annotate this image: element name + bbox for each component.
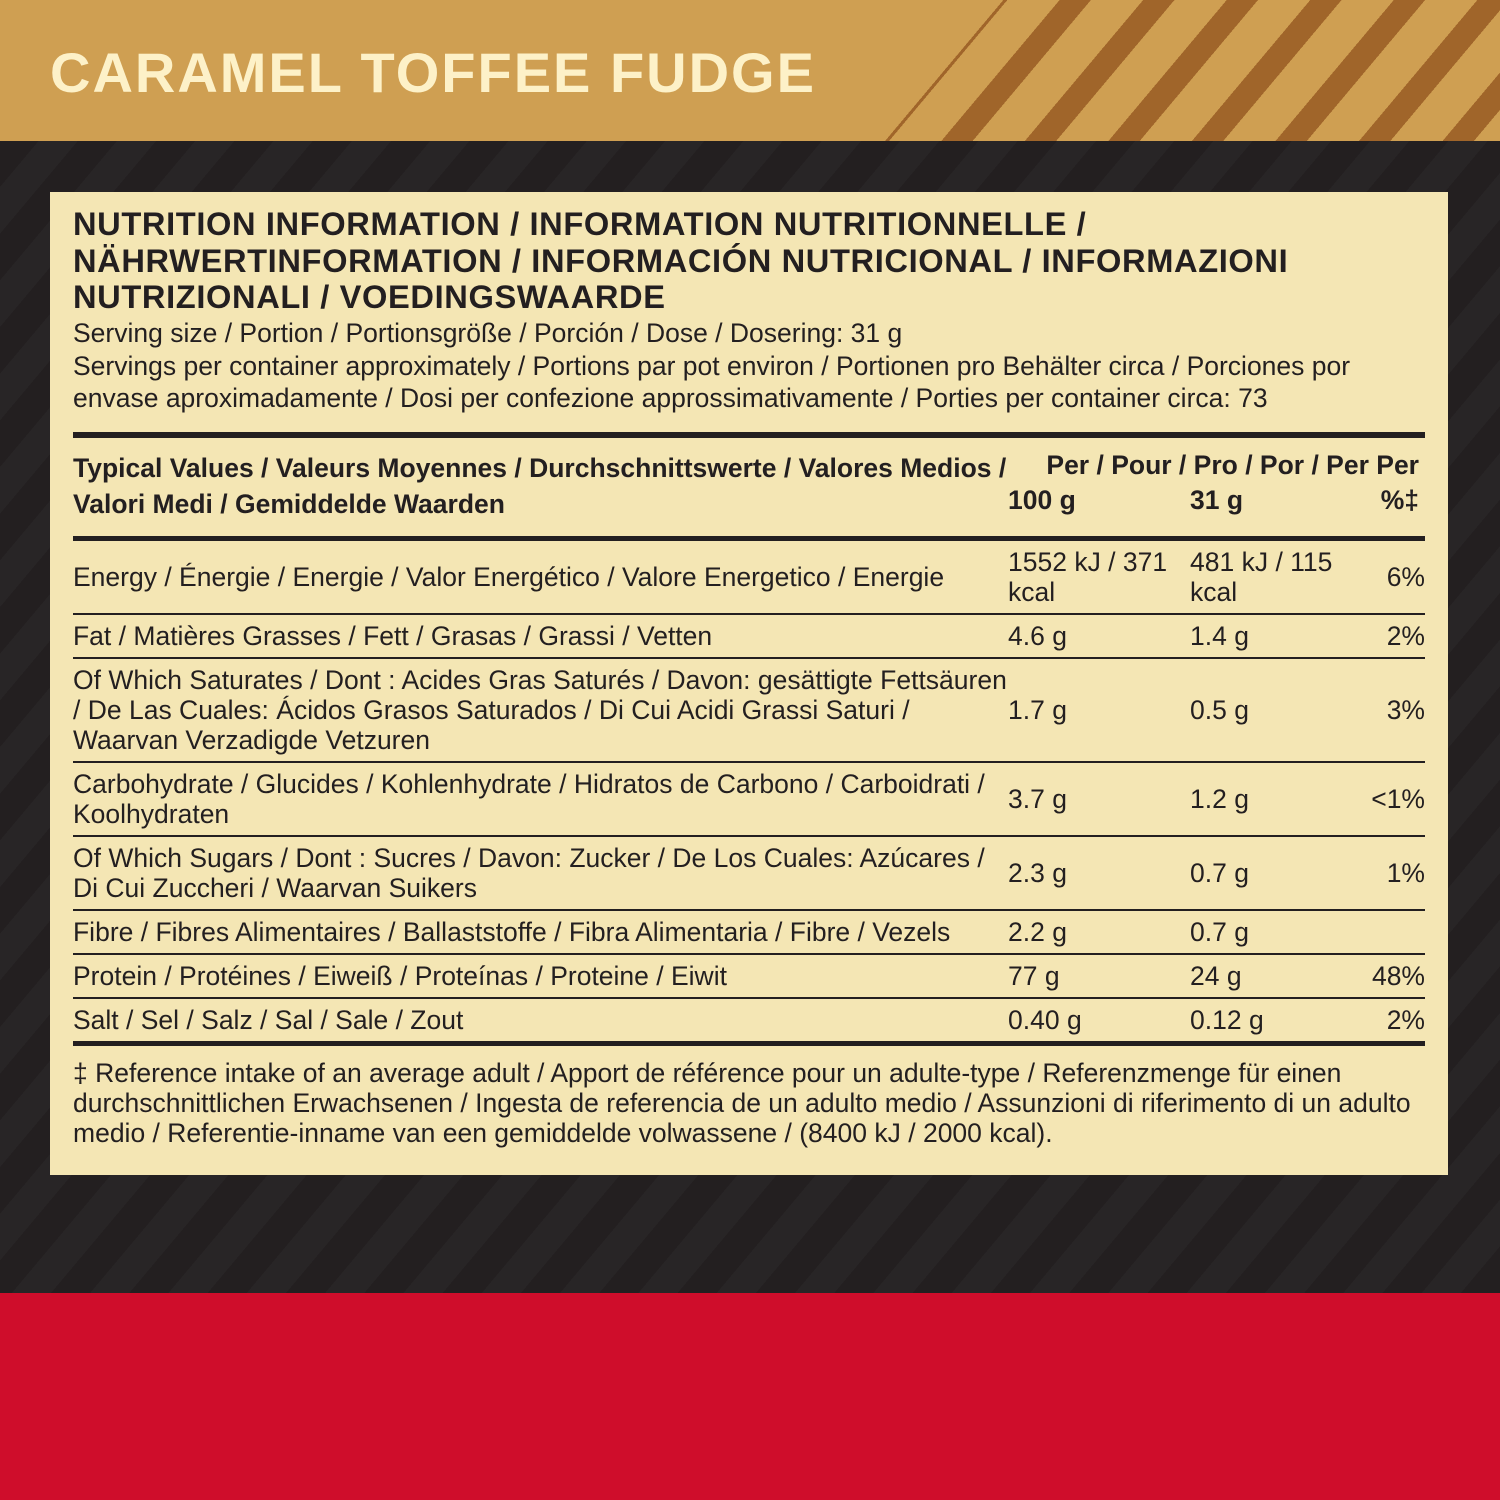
flavor-name: CARAMEL TOFFEE FUDGE xyxy=(50,41,816,104)
table-row: Of Which Sugars / Dont : Sucres / Davon:… xyxy=(73,836,1425,911)
cell-c3: 48% xyxy=(1370,954,1425,999)
cell-label: Fat / Matières Grasses / Fett / Grasas /… xyxy=(73,614,1008,659)
header-c2: 31 g xyxy=(1190,485,1244,515)
cell-c1: 1552 kJ / 371 kcal xyxy=(1008,538,1190,615)
cell-c2: 0.12 g xyxy=(1190,998,1370,1046)
cell-c2: 481 kJ / 115 kcal xyxy=(1190,538,1370,615)
cell-c2: 24 g xyxy=(1190,954,1370,999)
cell-c3: 1% xyxy=(1370,836,1425,911)
cell-c3: 3% xyxy=(1370,658,1425,763)
cell-label: Of Which Saturates / Dont : Acides Gras … xyxy=(73,658,1008,763)
table-row: Energy / Énergie / Energie / Valor Energ… xyxy=(73,538,1425,615)
header-c1: 100 g xyxy=(1008,485,1076,515)
table-row: Of Which Saturates / Dont : Acides Gras … xyxy=(73,658,1425,763)
cell-c3 xyxy=(1370,910,1425,955)
cell-label: Salt / Sel / Salz / Sal / Sale / Zout xyxy=(73,998,1008,1046)
servings-per-container: Servings per container approximately / P… xyxy=(73,351,1351,413)
red-band xyxy=(0,1293,1500,1500)
table-row: Fibre / Fibres Alimentaires / Ballaststo… xyxy=(73,910,1425,955)
footnote: ‡ Reference intake of an average adult /… xyxy=(73,1058,1411,1148)
decorative-stripes xyxy=(0,0,1500,141)
cell-c1: 1.7 g xyxy=(1008,658,1190,763)
table-row: Carbohydrate / Glucides / Kohlenhydrate … xyxy=(73,762,1425,837)
cell-c1: 0.40 g xyxy=(1008,998,1190,1046)
cell-c1: 3.7 g xyxy=(1008,762,1190,837)
header-label: Typical Values / Valeurs Moyennes / Durc… xyxy=(73,438,1008,541)
cell-c2: 0.5 g xyxy=(1190,658,1370,763)
nutrition-title: NUTRITION INFORMATION / INFORMATION NUTR… xyxy=(73,206,1289,315)
cell-c3: 2% xyxy=(1370,614,1425,659)
divider xyxy=(73,432,1425,438)
cell-label: Protein / Protéines / Eiweiß / Proteínas… xyxy=(73,954,1008,999)
flavor-banner: CARAMEL TOFFEE FUDGE xyxy=(0,0,1500,141)
serving-size: Serving size / Portion / Portionsgröße /… xyxy=(73,317,903,348)
cell-label: Carbohydrate / Glucides / Kohlenhydrate … xyxy=(73,762,1008,837)
cell-label: Energy / Énergie / Energie / Valor Energ… xyxy=(73,538,1008,615)
table-row: Protein / Protéines / Eiweiß / Proteínas… xyxy=(73,954,1425,999)
header-per: Per / Pour / Pro / Por / Per Per 100 g 3… xyxy=(1008,438,1425,541)
cell-c1: 2.3 g xyxy=(1008,836,1190,911)
table-header: Typical Values / Valeurs Moyennes / Durc… xyxy=(73,438,1425,541)
cell-c1: 2.2 g xyxy=(1008,910,1190,955)
cell-c3: 2% xyxy=(1370,998,1425,1046)
header-per-label: Per / Pour / Pro / Por / Per Per xyxy=(1046,450,1419,480)
nutrition-table: Typical Values / Valeurs Moyennes / Durc… xyxy=(73,438,1425,1046)
cell-c2: 0.7 g xyxy=(1190,910,1370,955)
header-c3: %‡ xyxy=(1380,485,1419,515)
nutrition-panel: NUTRITION INFORMATION / INFORMATION NUTR… xyxy=(50,192,1448,1175)
cell-c2: 1.2 g xyxy=(1190,762,1370,837)
cell-label: Fibre / Fibres Alimentaires / Ballaststo… xyxy=(73,910,1008,955)
cell-c3: 6% xyxy=(1370,538,1425,615)
cell-c2: 0.7 g xyxy=(1190,836,1370,911)
cell-c1: 4.6 g xyxy=(1008,614,1190,659)
cell-c1: 77 g xyxy=(1008,954,1190,999)
cell-c3: <1% xyxy=(1370,762,1425,837)
table-row: Fat / Matières Grasses / Fett / Grasas /… xyxy=(73,614,1425,659)
cell-label: Of Which Sugars / Dont : Sucres / Davon:… xyxy=(73,836,1008,911)
header-columns: 100 g 31 g %‡ xyxy=(1008,482,1425,518)
cell-c2: 1.4 g xyxy=(1190,614,1370,659)
table-row: Salt / Sel / Salz / Sal / Sale / Zout 0.4… xyxy=(73,998,1425,1046)
